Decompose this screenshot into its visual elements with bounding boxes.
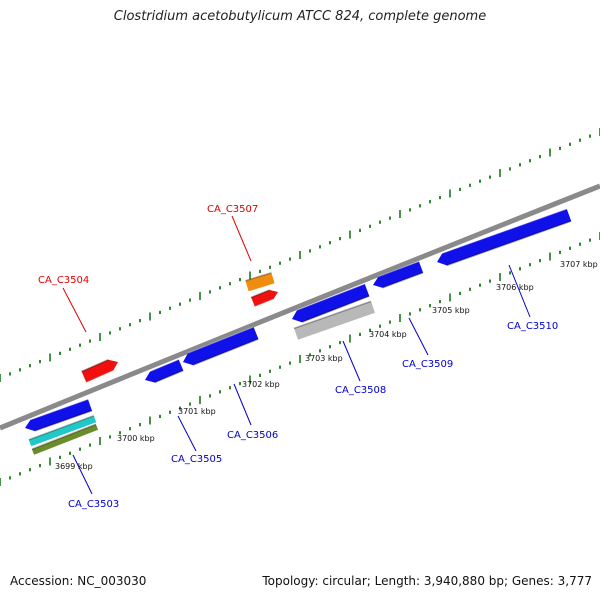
gene-label: CA_C3508 [335, 385, 386, 396]
gene-leader-line [177, 415, 197, 452]
gene-layer [25, 208, 572, 432]
gene-arrow [373, 260, 424, 289]
inner-tick-row [0, 232, 600, 486]
gene-leader-line [508, 264, 531, 318]
gene-label: CA_C3506 [227, 430, 278, 441]
tick-label: 3704 kbp [369, 330, 407, 339]
gene-leader-line [408, 317, 429, 356]
orange-feature [245, 271, 275, 292]
gene-arrow [145, 358, 184, 384]
tick-label: 3701 kbp [178, 407, 216, 416]
gene-label: CA_C3504 [38, 275, 89, 286]
accession-label: Accession: NC_003030 [10, 574, 147, 588]
genome-backbone [0, 183, 600, 431]
outer-tick-row [0, 128, 600, 382]
gene-label: CA_C3510 [507, 321, 558, 332]
gene-label: CA_C3503 [68, 499, 119, 510]
grey-feature [293, 300, 375, 340]
gene-leader-line [231, 215, 252, 262]
gene-arrow [437, 208, 572, 267]
tick-label: 3700 kbp [117, 434, 155, 443]
tick-label: 3699 kbp [55, 462, 93, 471]
tick-label: 3706 kbp [496, 283, 534, 292]
gene-leader-line [72, 454, 93, 495]
gene-arrow [250, 289, 278, 308]
gene-arrow [81, 359, 118, 384]
tick-label: 3702 kbp [242, 380, 280, 389]
cyan-feature [28, 414, 97, 447]
tick-label-layer: 3699 kbp 3700 kbp 3701 kbp 3702 kbp 3703 kbp… [55, 260, 598, 471]
tick-label: 3707 kbp [560, 260, 598, 269]
gene-leader-line [233, 383, 252, 426]
gene-label: CA_C3507 [207, 204, 258, 215]
genome-summary-label: Topology: circular; Length: 3,940,880 bp… [262, 574, 592, 588]
tick-label: 3705 kbp [432, 306, 470, 315]
gene-arrow [25, 398, 93, 432]
olive-feature [31, 423, 99, 455]
gene-arrow [292, 283, 370, 323]
gene-label: CA_C3505 [171, 454, 222, 465]
gene-leader-line [342, 340, 361, 382]
tick-label: 3703 kbp [305, 354, 343, 363]
feature-layer [28, 271, 375, 455]
gene-label-layer: CA_C3503 CA_C3504 CA_C3505 CA_C3506 CA_C3507… [38, 204, 558, 510]
gene-arrow [183, 326, 259, 366]
gene-leader-line [62, 287, 87, 333]
gene-label: CA_C3509 [402, 359, 453, 370]
map-title: Clostridium acetobutylicum ATCC 824, com… [113, 9, 487, 24]
